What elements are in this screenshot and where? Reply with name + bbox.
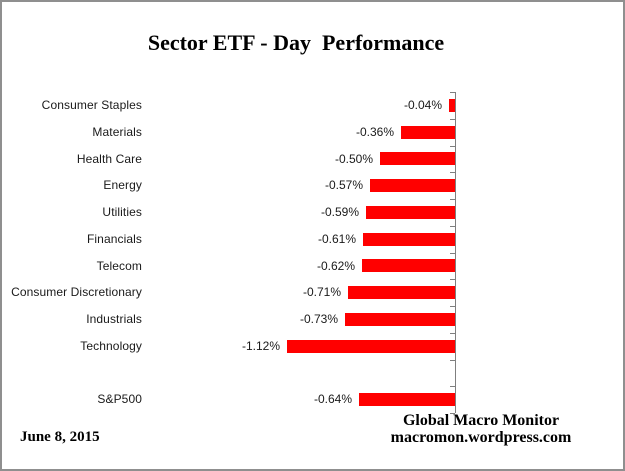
bar	[363, 232, 455, 246]
bar	[348, 286, 455, 300]
bar	[449, 98, 455, 112]
axis-tick	[450, 306, 455, 307]
attribution: Global Macro Monitor macromon.wordpress.…	[381, 412, 581, 446]
date-label: June 8, 2015	[20, 429, 100, 445]
category-label: S&P500	[97, 392, 142, 407]
bar	[401, 125, 455, 139]
chart-title: Sector ETF - Day Performance	[147, 30, 445, 55]
bar	[345, 312, 455, 326]
category-label: Consumer Discretionary	[11, 285, 142, 300]
axis-tick	[450, 172, 455, 173]
category-label: Materials	[92, 124, 142, 139]
value-label: -0.50%	[334, 151, 373, 166]
axis-tick	[450, 413, 455, 414]
axis-tick	[450, 386, 455, 387]
category-label: Health Care	[76, 151, 142, 166]
category-label: Industrials	[86, 312, 142, 326]
category-label: Telecom	[96, 258, 142, 273]
category-label: Financials	[86, 231, 142, 246]
axis-tick	[450, 92, 455, 93]
value-label: -0.36%	[355, 124, 394, 139]
category-label: Consumer Staples	[41, 98, 142, 112]
bar	[359, 393, 455, 407]
category-label: Energy	[103, 178, 142, 193]
bar	[366, 205, 455, 219]
bar	[380, 152, 455, 166]
value-label: -0.04%	[403, 98, 442, 112]
value-label: -0.59%	[320, 205, 359, 219]
axis-tick	[450, 333, 455, 334]
value-label: -0.64%	[313, 392, 352, 407]
axis-tick	[450, 119, 455, 120]
value-label: -0.61%	[317, 231, 356, 246]
bar	[370, 179, 455, 193]
category-label: Technology	[80, 338, 142, 353]
axis-tick	[450, 146, 455, 147]
value-label: -0.71%	[302, 285, 341, 300]
axis-tick	[450, 199, 455, 200]
bar	[362, 259, 455, 273]
attribution-url: macromon.wordpress.com	[390, 429, 572, 446]
value-label: -0.73%	[299, 312, 338, 326]
category-label: Utilities	[102, 205, 142, 219]
attribution-name: Global Macro Monitor	[402, 412, 560, 429]
bar	[287, 339, 455, 353]
axis-tick	[450, 360, 455, 361]
axis-tick	[450, 279, 455, 280]
value-label: -0.62%	[316, 258, 355, 273]
axis-tick	[450, 253, 455, 254]
value-label: -0.57%	[324, 178, 363, 193]
value-label: -1.12%	[241, 338, 280, 353]
value-axis	[455, 92, 456, 413]
axis-tick	[450, 226, 455, 227]
